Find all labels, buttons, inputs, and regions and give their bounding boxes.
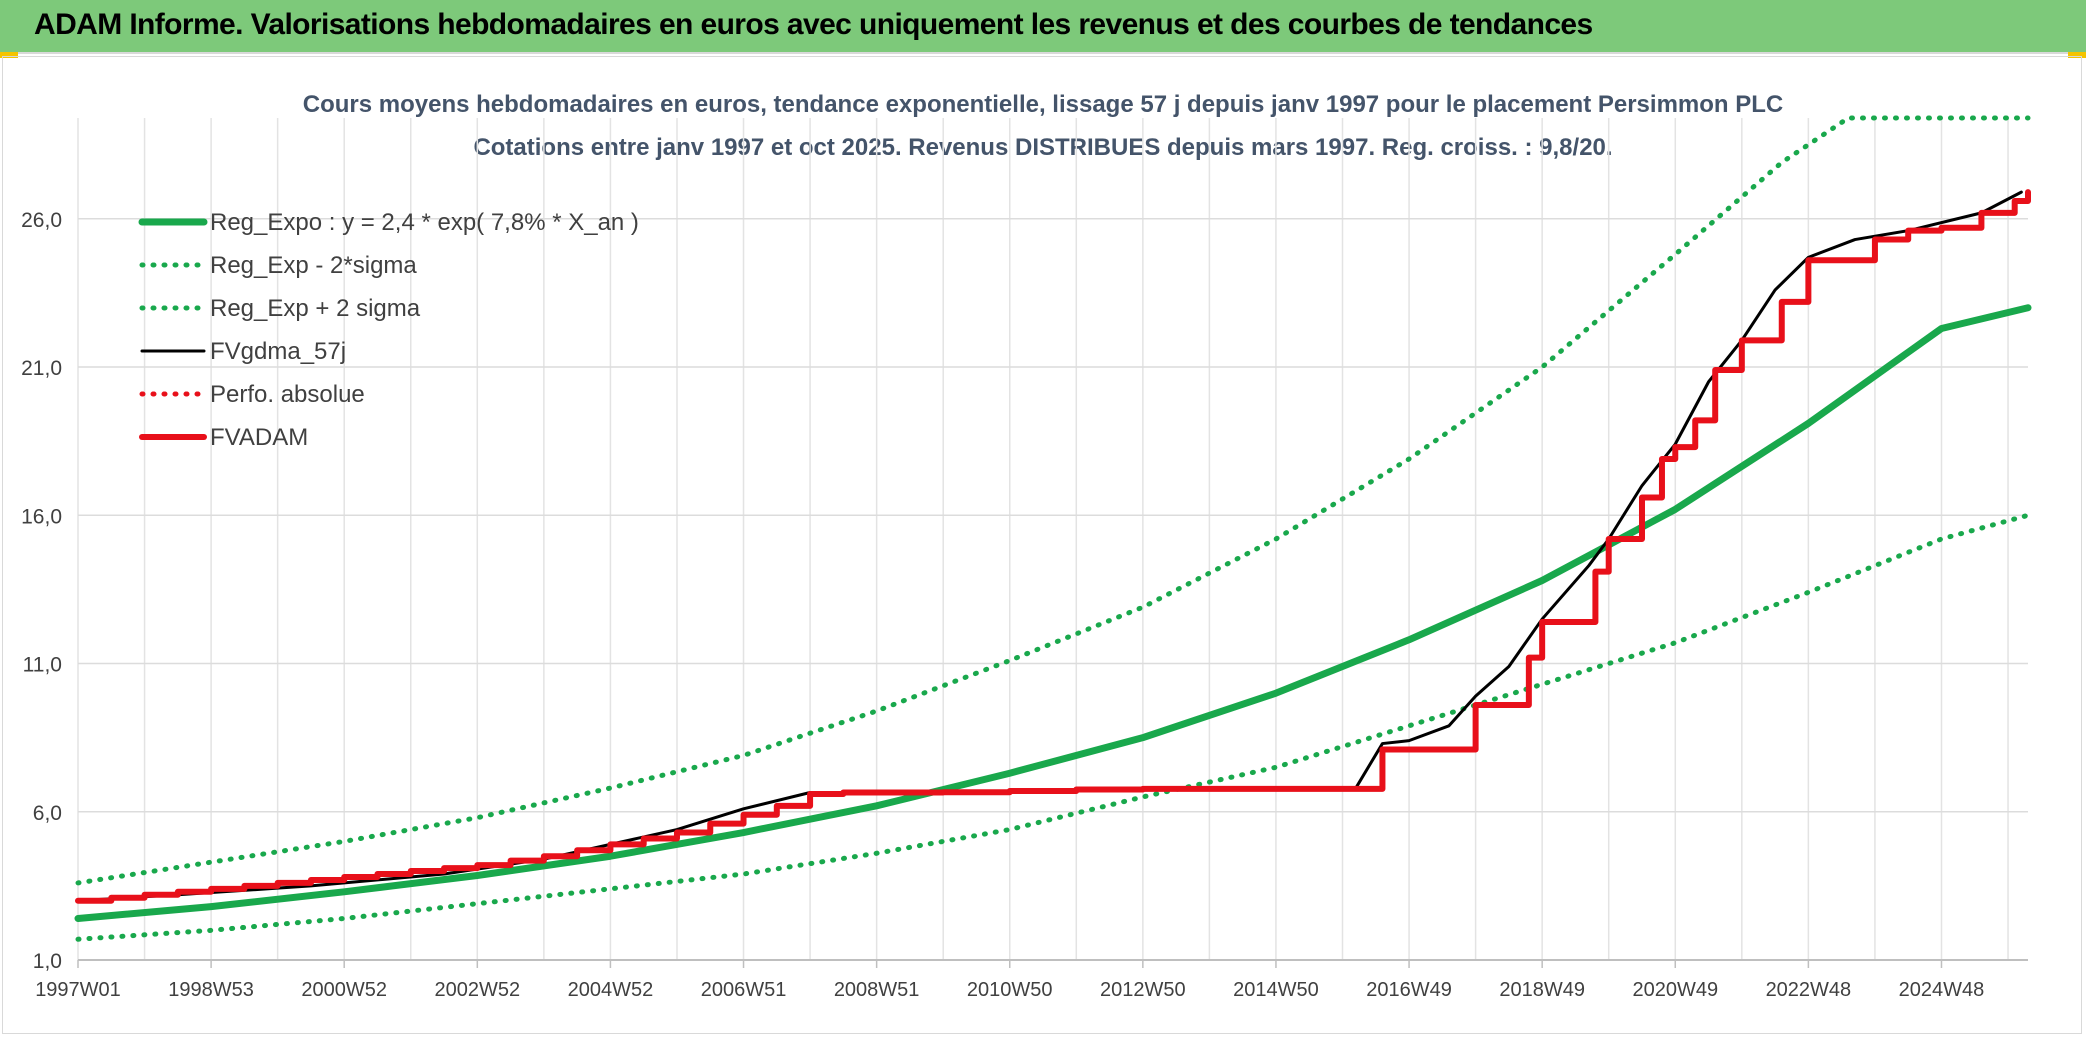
legend-label: FVADAM xyxy=(210,424,308,451)
series-group xyxy=(74,115,2032,942)
y-tick-label: 11,0 xyxy=(23,654,62,677)
y-tick-label: 6,0 xyxy=(33,802,62,825)
chart-title: Cours moyens hebdomadaires en euros, ten… xyxy=(303,91,1784,118)
x-tick-label: 1998W53 xyxy=(168,979,254,1001)
x-tick-label: 2004W52 xyxy=(568,979,654,1001)
chart-subtitle: Cotations entre janv 1997 et oct 2025. R… xyxy=(473,134,1612,161)
x-tick-label: 2006W51 xyxy=(701,979,787,1001)
page-title: ADAM Informe. Valorisations hebdomadaire… xyxy=(34,8,1593,41)
y-tick-label: 16,0 xyxy=(21,505,62,528)
legend-label: FVgdma_57j xyxy=(210,338,346,365)
legend-label: Perfo. absolue xyxy=(210,381,365,408)
chart-frame xyxy=(2,56,2082,1034)
corner-mark-right xyxy=(2068,52,2086,58)
y-tick-label: 26,0 xyxy=(21,209,62,232)
series-line-3 xyxy=(76,190,2023,903)
header-banner: ADAM Informe. Valorisations hebdomadaire… xyxy=(0,0,2086,54)
legend-label: Reg_Expo : y = 2,4 * exp( 7,8% * X_an ) xyxy=(210,209,639,236)
x-tick-label: 2018W49 xyxy=(1499,979,1585,1001)
axes: 1,0 6,0 11,0 16,0 21,0 26,0 1997W01 1998W53 2000… xyxy=(21,209,2028,1001)
x-tick-label: 2014W50 xyxy=(1233,979,1319,1001)
x-tick-label: 2024W48 xyxy=(1899,979,1985,1001)
x-tick-label: 2012W50 xyxy=(1100,979,1186,1001)
x-tick-label: 2016W49 xyxy=(1366,979,1452,1001)
legend-label: Reg_Exp - 2*sigma xyxy=(210,252,417,279)
series-line-2 xyxy=(75,115,2031,886)
x-tick-label: 2002W52 xyxy=(435,979,521,1001)
x-tick-label: 2000W52 xyxy=(301,979,387,1001)
x-tick-label: 1997W01 xyxy=(35,979,121,1001)
corner-mark-left xyxy=(0,52,18,58)
y-tick-label: 1,0 xyxy=(33,950,62,973)
y-tick-label: 21,0 xyxy=(21,357,62,380)
legend-label: Reg_Exp + 2 sigma xyxy=(210,295,421,322)
series-line-5 xyxy=(75,189,2031,904)
x-tick-label: 2020W49 xyxy=(1632,979,1718,1001)
legend: Reg_Expo : y = 2,4 * exp( 7,8% * X_an ) R… xyxy=(138,209,639,451)
x-tick-label: 2008W51 xyxy=(834,979,920,1001)
series-line-0 xyxy=(74,304,2032,922)
grid xyxy=(77,118,2028,961)
x-tick-label: 2010W50 xyxy=(967,979,1053,1001)
x-tick-label: 2022W48 xyxy=(1766,979,1852,1001)
